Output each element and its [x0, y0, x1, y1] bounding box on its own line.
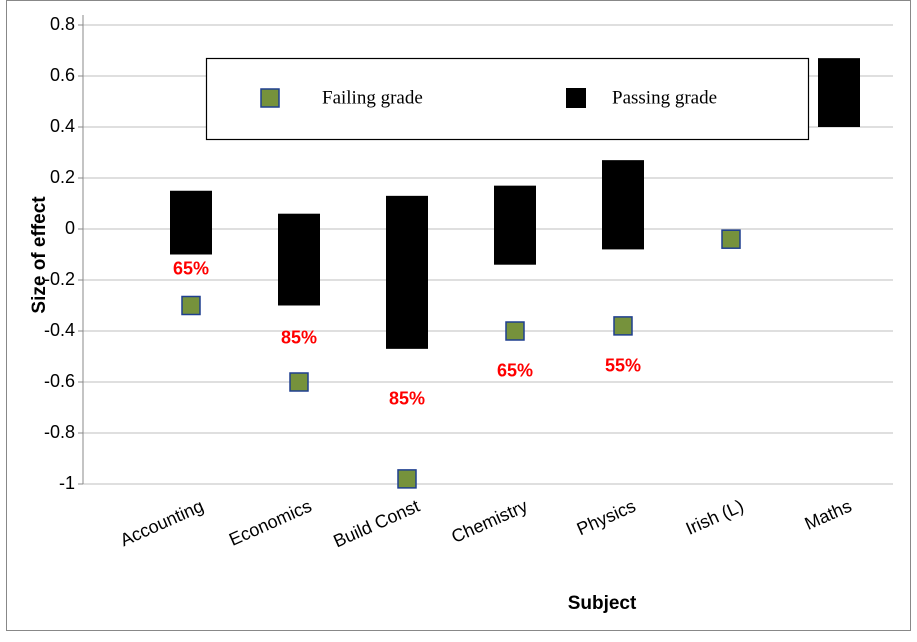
passing-bar [386, 195, 428, 349]
x-axis-title: Subject [568, 593, 637, 614]
legend-label: Passing grade [612, 87, 717, 108]
y-tick-label: 0.8 [50, 14, 75, 34]
passing-bar [494, 185, 536, 265]
y-tick-label: -1 [59, 473, 75, 493]
passing-bar [170, 190, 212, 255]
y-tick-label: 0.6 [50, 65, 75, 85]
failing-marker [721, 229, 741, 249]
failing-marker [289, 372, 309, 392]
annotation: 65% [497, 361, 533, 381]
legend-box [205, 57, 810, 141]
annotation: 85% [389, 389, 425, 409]
legend-label: Failing grade [322, 87, 423, 108]
y-tick-label: -0.8 [44, 422, 75, 442]
failing-marker [613, 316, 633, 336]
failing-marker [397, 469, 417, 489]
passing-bar [278, 213, 320, 306]
y-tick-label: -0.4 [44, 320, 75, 340]
y-tick-label: -0.6 [44, 371, 75, 391]
passing-bar [818, 58, 860, 127]
y-tick-label: 0 [65, 218, 75, 238]
y-tick-label: 0.4 [50, 116, 75, 136]
y-axis-title: Size of effect [29, 196, 50, 314]
legend-swatch [260, 88, 280, 108]
annotation: 65% [173, 259, 209, 279]
y-tick-label: -0.2 [44, 269, 75, 289]
legend-swatch [566, 88, 586, 108]
passing-bar [602, 160, 644, 250]
annotation: 85% [281, 327, 317, 347]
failing-marker [505, 321, 525, 341]
annotation: 55% [605, 355, 641, 375]
failing-marker [181, 295, 201, 316]
y-tick-label: 0.2 [50, 167, 75, 187]
